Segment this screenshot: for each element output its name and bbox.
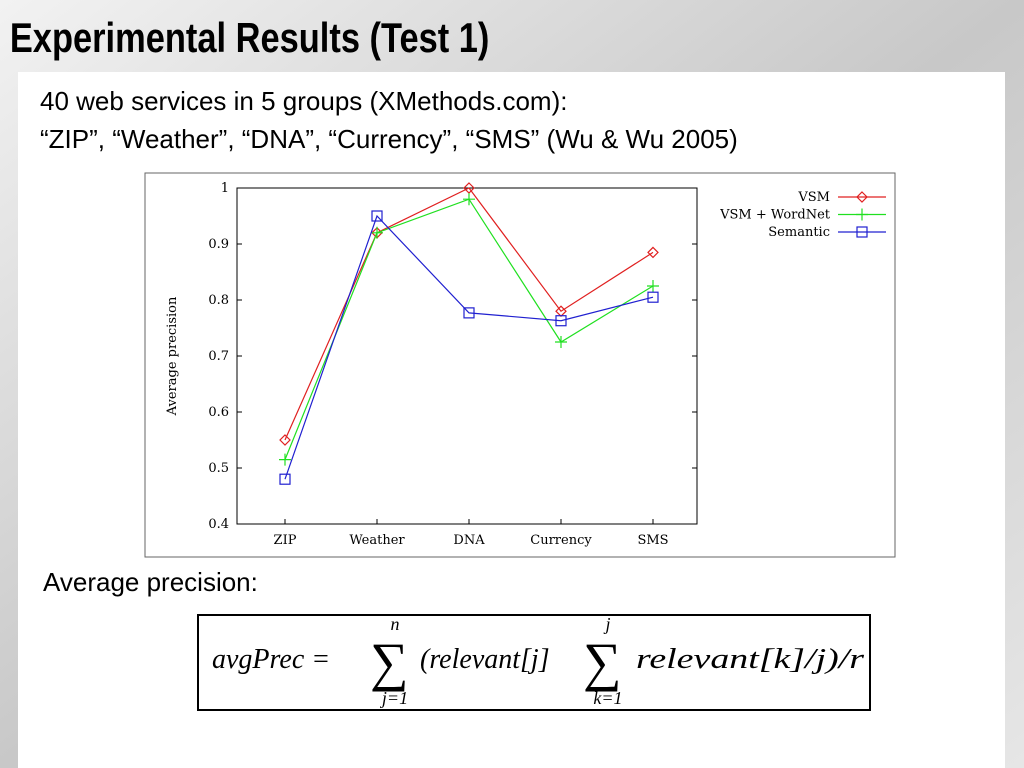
sum-lower: j=1 xyxy=(380,688,408,708)
y-tick-label: 0.4 xyxy=(208,517,229,532)
legend-label: VSM + WordNet xyxy=(719,208,831,223)
y-axis-label: Average precision xyxy=(165,296,180,416)
x-tick-label: Weather xyxy=(349,533,405,548)
bullet: “ZIP”, “Weather”, “DNA”, “Currency”, “SM… xyxy=(40,124,738,154)
formula-box xyxy=(197,614,871,711)
chart: 0.4 0.5 0.6 0.7 0.8 0.9 1 ZIP Weather DNA Currency… xyxy=(208,181,886,548)
series-line xyxy=(284,187,654,441)
marker xyxy=(555,336,567,348)
marker xyxy=(856,208,868,221)
sum-upper: j xyxy=(603,614,610,634)
marker xyxy=(371,210,383,222)
sum-upper: n xyxy=(391,614,400,634)
x-tick-label: SMS xyxy=(637,533,668,548)
y-tick-label: 0.6 xyxy=(208,405,229,420)
marker xyxy=(856,191,868,203)
marker xyxy=(856,226,868,238)
marker xyxy=(279,473,291,485)
slide-title: Experimental Results (Test 1) xyxy=(10,15,490,62)
x-tick-label: DNA xyxy=(453,533,485,548)
marker xyxy=(371,226,383,239)
sum-symbol: ∑ xyxy=(583,632,622,692)
marker xyxy=(647,246,659,259)
marker xyxy=(463,307,475,319)
marker xyxy=(279,453,291,466)
y-tick-label: 0.7 xyxy=(208,349,229,364)
y-tick-label: 0.8 xyxy=(208,293,229,308)
series-line xyxy=(284,214,654,480)
formula-label: Average precision: xyxy=(43,567,258,597)
marker xyxy=(279,434,291,446)
marker xyxy=(463,193,475,206)
legend-label: VSM xyxy=(797,190,830,205)
marker xyxy=(647,280,659,292)
sum-lower: k=1 xyxy=(593,688,622,708)
y-tick-label: 0.5 xyxy=(208,461,229,476)
chart-frame xyxy=(144,172,896,558)
bullet: 40 web services in 5 groups (XMethods.co… xyxy=(40,86,567,116)
formula: avgPrec = ∑ n j=1 (relevant[j] ∑ j k=1 r… xyxy=(212,614,864,708)
y-tick-label: 1 xyxy=(221,181,229,196)
marker xyxy=(555,315,567,327)
formula-term: (relevant[j] xyxy=(420,644,550,675)
legend-label: Semantic xyxy=(768,225,830,240)
formula-lhs: avgPrec = xyxy=(212,644,330,675)
marker xyxy=(463,182,475,194)
y-tick-label: 0.9 xyxy=(208,237,229,252)
x-tick-label: ZIP xyxy=(274,533,297,548)
marker xyxy=(647,291,659,303)
x-tick-label: Currency xyxy=(530,533,592,548)
formula-term: relevant[k]/j)/r xyxy=(636,644,864,675)
sum-symbol: ∑ xyxy=(370,632,409,692)
